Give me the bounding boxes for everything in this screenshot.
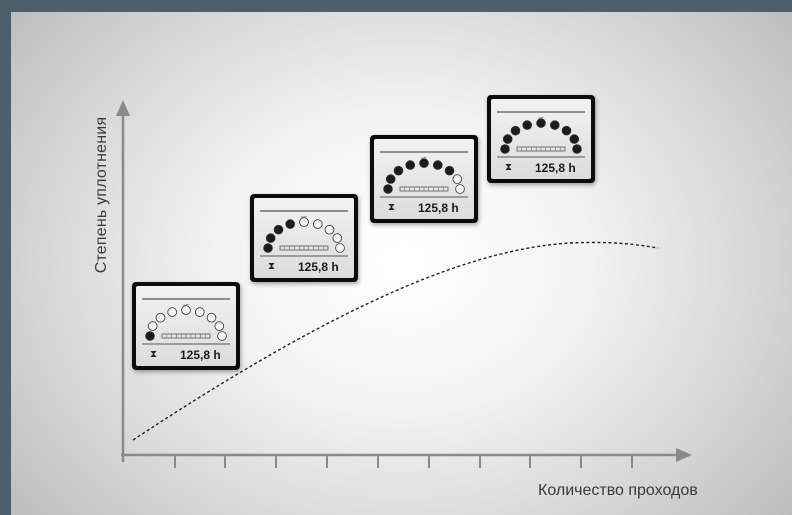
display-screen: °C ⧗ 125,8 h xyxy=(136,286,236,366)
y-axis-label: Степень уплотнения xyxy=(93,116,110,274)
display-1: °C ⧗ 125,8 h xyxy=(132,282,240,370)
gauge-dot-empty xyxy=(455,184,465,194)
hourglass-icon: ⧗ xyxy=(150,349,158,360)
gauge-dot-empty xyxy=(147,321,158,331)
gauge-dot-empty xyxy=(181,305,191,315)
x-axis-label: Количество проходов xyxy=(538,482,698,499)
gauge-dot-empty xyxy=(214,321,225,331)
display-screen: °C ⧗ 125,8 h xyxy=(254,198,354,278)
gauge-dot-filled xyxy=(561,125,572,136)
gauge-dot-filled xyxy=(385,174,396,184)
gauge-dot-empty xyxy=(194,307,205,317)
gauge-dot-filled xyxy=(510,125,521,136)
gauge-dot-filled xyxy=(500,144,510,154)
gauge-dot-filled xyxy=(145,331,155,341)
gauge-dot-filled xyxy=(502,134,513,144)
gauge-dot-filled xyxy=(522,120,533,130)
gauge-dot-empty xyxy=(167,307,178,317)
compaction-curve xyxy=(132,241,659,441)
hourglass-icon: ⧗ xyxy=(505,162,513,173)
gauge-dot-empty xyxy=(324,224,335,235)
x-axis-arrow xyxy=(676,448,692,462)
operating-hours: 125,8 h xyxy=(418,201,459,215)
gauge-dot-empty xyxy=(452,174,463,184)
hourglass-icon: ⧗ xyxy=(268,261,276,272)
gauge-dot-empty xyxy=(217,331,227,341)
gauge-dot-filled xyxy=(536,118,546,128)
x-axis-ticks xyxy=(174,455,633,468)
operating-hours: 125,8 h xyxy=(535,161,576,175)
display-4: °C ⧗ 125,8 h xyxy=(487,95,595,183)
display-3: °C ⧗ 125,8 h xyxy=(370,135,478,223)
gauge-dot-filled xyxy=(383,184,393,194)
compaction-gauge: °C xyxy=(142,298,230,345)
diagram-panel xyxy=(11,12,792,515)
y-axis-arrow xyxy=(116,100,130,116)
gauge-dot-empty xyxy=(206,312,217,323)
gauge-dot-empty xyxy=(332,233,343,243)
gauge-dot-filled xyxy=(432,160,443,170)
gauge-dot-filled xyxy=(263,243,273,253)
gauge-dot-filled xyxy=(444,165,455,176)
display-2: °C ⧗ 125,8 h xyxy=(250,194,358,282)
gauge-dot-filled xyxy=(265,233,276,243)
gauge-dot-filled xyxy=(273,224,284,235)
gauge-dot-filled xyxy=(405,160,416,170)
gauge-dot-filled xyxy=(393,165,404,176)
gauge-dot-filled xyxy=(572,144,582,154)
gauge-dot-filled xyxy=(285,219,296,229)
display-screen: °C ⧗ 125,8 h xyxy=(374,139,474,219)
compaction-gauge: °C xyxy=(380,151,468,198)
display-screen: °C ⧗ 125,8 h xyxy=(491,99,591,179)
gauge-dot-empty xyxy=(312,219,323,229)
operating-hours: 125,8 h xyxy=(180,348,221,362)
gauge-dot-filled xyxy=(569,134,580,144)
compaction-gauge: °C xyxy=(497,111,585,158)
gauge-dot-filled xyxy=(419,158,429,168)
operating-hours: 125,8 h xyxy=(298,260,339,274)
hourglass-icon: ⧗ xyxy=(388,202,396,213)
gauge-dot-empty xyxy=(155,312,166,323)
gauge-dot-empty xyxy=(335,243,345,253)
gauge-dot-empty xyxy=(299,217,309,227)
gauge-dot-filled xyxy=(549,120,560,130)
compaction-gauge: °C xyxy=(260,210,348,257)
